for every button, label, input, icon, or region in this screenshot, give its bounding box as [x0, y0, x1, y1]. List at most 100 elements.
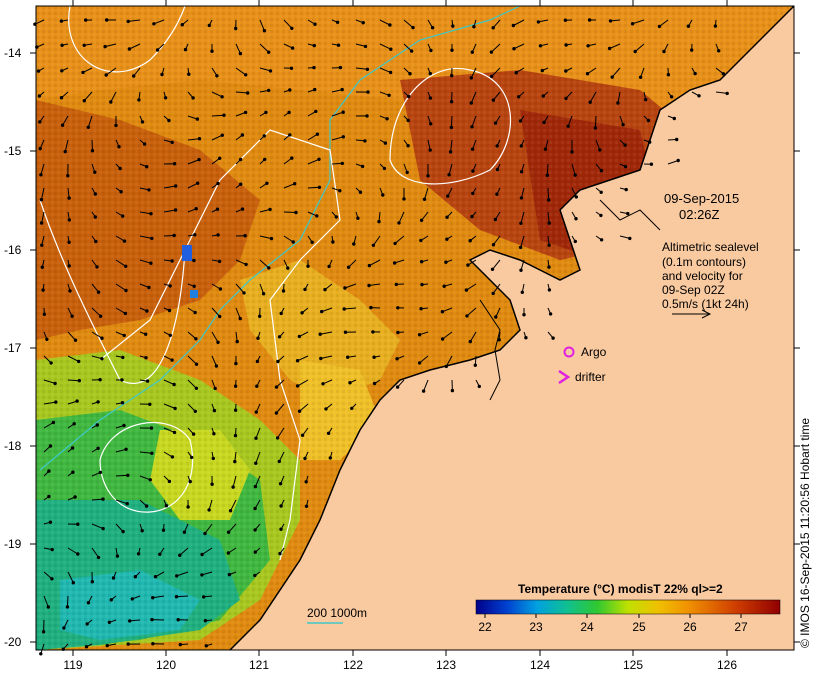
colorbar-tick-label: 26	[683, 620, 697, 634]
velocity-arrow-head	[147, 188, 151, 192]
velocity-arrow-head	[256, 336, 260, 340]
velocity-arrow-head	[690, 48, 694, 52]
velocity-arrow	[232, 475, 237, 488]
velocity-arrow-head	[170, 455, 175, 459]
velocity-arrow	[152, 595, 165, 599]
velocity-arrow-head	[204, 644, 209, 648]
velocity-arrow-head	[172, 233, 176, 238]
velocity-arrow-head	[53, 381, 57, 386]
velocity-arrow	[571, 163, 576, 176]
velocity-arrow-head	[471, 191, 475, 196]
velocity-arrow	[187, 331, 197, 340]
velocity-arrow-head	[150, 451, 154, 455]
velocity-arrow-head	[211, 456, 216, 461]
velocity-arrow	[259, 259, 270, 269]
velocity-arrow-head	[142, 142, 147, 146]
velocity-arrow-head	[633, 49, 637, 54]
velocity-arrow	[187, 379, 197, 389]
velocity-arrow-head	[279, 311, 283, 316]
velocity-arrow-head	[419, 307, 423, 311]
velocity-arrow-head	[153, 575, 158, 579]
velocity-arrow-head	[217, 259, 222, 264]
velocity-arrow-head	[338, 65, 343, 70]
velocity-arrow-head	[215, 74, 219, 78]
velocity-arrow-head	[366, 90, 370, 94]
velocity-arrow-head	[242, 291, 246, 295]
velocity-arrow-head	[194, 337, 198, 341]
velocity-arrow-head	[246, 91, 250, 95]
velocity-arrow-head	[105, 643, 109, 648]
velocity-scale-arrow	[672, 309, 712, 319]
velocity-arrow	[201, 547, 213, 555]
velocity-arrow	[632, 19, 645, 25]
velocity-arrow	[307, 158, 320, 165]
velocity-arrow-head	[170, 140, 174, 145]
velocity-arrow-head	[514, 71, 518, 75]
velocity-arrow-head	[464, 288, 469, 292]
velocity-arrow-head	[254, 461, 258, 465]
velocity-arrow-head	[542, 120, 546, 125]
velocity-arrow	[567, 115, 573, 127]
velocity-arrow-head	[145, 379, 150, 383]
velocity-arrow	[442, 307, 453, 313]
coastline	[229, 5, 795, 651]
velocity-arrow-head	[291, 240, 295, 244]
velocity-arrow-head	[93, 192, 98, 196]
velocity-arrow-head	[182, 530, 187, 534]
velocity-arrow-head	[167, 118, 171, 123]
velocity-arrow-head	[238, 51, 243, 56]
velocity-arrow-head	[587, 18, 592, 22]
velocity-arrow-head	[477, 384, 481, 389]
velocity-arrow	[331, 111, 344, 117]
lon-tick-label: 120	[155, 658, 177, 672]
velocity-arrow-head	[524, 336, 528, 340]
velocity-arrow	[297, 379, 309, 387]
velocity-arrow-head	[278, 482, 283, 486]
velocity-arrow-head	[519, 196, 524, 200]
velocity-arrow-head	[491, 243, 496, 247]
velocity-arrow-head	[336, 43, 341, 47]
velocity-arrow-head	[267, 88, 271, 93]
velocity-arrow-head	[293, 182, 297, 186]
velocity-arrow	[163, 427, 175, 433]
velocity-arrow-head	[127, 47, 132, 51]
velocity-arrow	[667, 160, 679, 165]
velocity-arrow	[179, 547, 189, 556]
velocity-arrow-head	[348, 381, 352, 385]
velocity-arrow-head	[47, 469, 51, 473]
velocity-arrow-head	[176, 618, 180, 622]
lon-tick-label: 119	[63, 658, 83, 672]
velocity-arrow-head	[38, 146, 42, 151]
velocity-arrow-head	[286, 266, 290, 270]
velocity-arrow-head	[275, 436, 280, 440]
velocity-arrow	[187, 403, 196, 412]
velocity-arrow-head	[547, 198, 551, 202]
velocity-arrow-head	[212, 408, 217, 413]
velocity-arrow-head	[491, 291, 495, 296]
velocity-arrow-head	[65, 605, 70, 609]
velocity-arrow	[492, 259, 501, 270]
velocity-arrow-head	[279, 504, 283, 508]
velocity-arrow-head	[276, 359, 280, 364]
velocity-arrow-head	[312, 65, 316, 70]
velocity-arrow-head	[564, 43, 568, 47]
velocity-arrow-head	[279, 527, 283, 531]
velocity-arrow-head	[93, 170, 97, 174]
velocity-arrow-head	[60, 123, 65, 127]
velocity-arrow-head	[657, 24, 662, 29]
velocity-arrow-head	[320, 309, 324, 314]
velocity-arrow-head	[216, 340, 220, 344]
velocity-arrow-head	[300, 311, 304, 315]
velocity-arrow-head	[253, 573, 257, 578]
velocity-arrow-head	[124, 264, 128, 268]
velocity-arrow-head	[73, 495, 77, 499]
velocity-arrow-head	[290, 26, 294, 30]
velocity-arrow-head	[277, 335, 282, 339]
velocity-arrow	[163, 379, 175, 385]
velocity-arrow-head	[406, 144, 410, 148]
velocity-arrow-head	[314, 109, 318, 114]
velocity-arrow-head	[39, 652, 43, 656]
velocity-arrow-head	[207, 508, 211, 512]
altimetry-note-line: Altimetric sealevel	[662, 240, 759, 254]
velocity-arrow-head	[233, 408, 238, 412]
